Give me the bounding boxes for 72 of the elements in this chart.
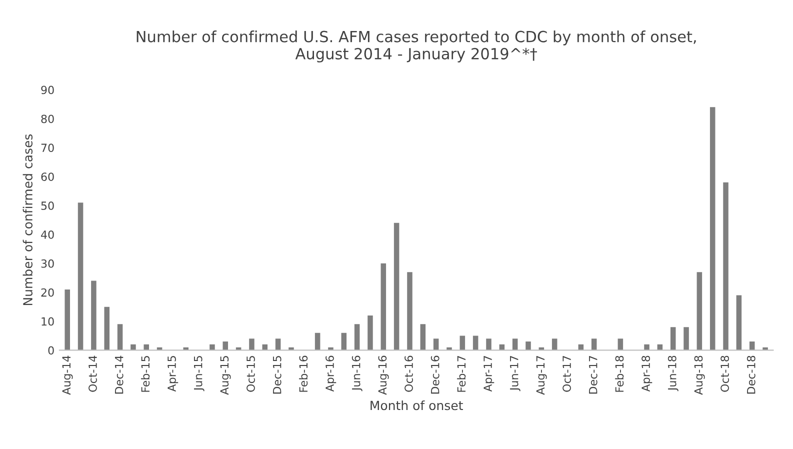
bar bbox=[684, 327, 689, 350]
x-tick-label: Aug-16 bbox=[378, 356, 389, 395]
bar bbox=[420, 324, 426, 350]
y-tick-label: 60 bbox=[41, 172, 54, 181]
chart-title: Number of confirmed U.S. AFM cases reported to CDC by month of onset, August 2014 - January 2019^*† bbox=[136, 30, 696, 62]
bar bbox=[552, 338, 558, 350]
y-tick-label: 10 bbox=[42, 317, 54, 326]
x-tick-label: Dec-18 bbox=[746, 356, 756, 394]
bar bbox=[710, 107, 716, 350]
x-tick-label: Dec-16 bbox=[430, 356, 440, 394]
x-tick-label: Aug-18 bbox=[694, 356, 705, 395]
x-tick-label: Jun-16 bbox=[352, 356, 362, 392]
bar bbox=[314, 332, 320, 350]
x-tick-label: Jun-15 bbox=[194, 356, 204, 392]
x-tick-label: Dec-15 bbox=[273, 356, 282, 394]
y-tick-label: 0 bbox=[48, 346, 54, 355]
bar bbox=[407, 272, 412, 350]
x-tick-label: Apr-15 bbox=[168, 356, 178, 392]
bar bbox=[526, 342, 531, 350]
y-tick-label: 90 bbox=[41, 86, 54, 94]
x-tick-label: Apr-16 bbox=[326, 356, 336, 392]
x-tick-label: Dec-17 bbox=[589, 356, 598, 394]
bar bbox=[394, 222, 400, 350]
y-tick-label: 40 bbox=[41, 230, 54, 239]
bar bbox=[275, 338, 281, 350]
x-axis-title: Month of onset bbox=[370, 400, 463, 410]
bar bbox=[354, 324, 360, 350]
x-tick-label: Aug-17 bbox=[536, 356, 547, 395]
x-tick-label: Feb-18 bbox=[615, 356, 624, 392]
bar bbox=[91, 280, 96, 350]
bar bbox=[144, 344, 150, 350]
x-tick-label: Aug-15 bbox=[220, 356, 231, 395]
bar bbox=[696, 272, 702, 350]
bar bbox=[341, 332, 347, 350]
bar bbox=[670, 327, 676, 350]
y-axis-title: Number of confirmed cases bbox=[22, 134, 32, 306]
x-tick-label: Apr-17 bbox=[484, 356, 494, 392]
bar bbox=[618, 338, 624, 350]
bar bbox=[64, 289, 70, 350]
x-tick-label: Dec-14 bbox=[115, 356, 124, 394]
y-tick-label: 50 bbox=[41, 202, 54, 210]
bar bbox=[249, 338, 254, 350]
x-tick-label: Aug-14 bbox=[62, 356, 73, 395]
x-tick-label: Feb-15 bbox=[141, 356, 150, 392]
bar bbox=[117, 324, 123, 350]
bar bbox=[736, 295, 742, 350]
x-tick-label: Oct-14 bbox=[88, 356, 97, 392]
bar bbox=[591, 338, 597, 350]
bar bbox=[78, 202, 84, 350]
bar bbox=[368, 315, 373, 350]
x-tick-label: Oct-18 bbox=[720, 356, 729, 392]
x-tick-label: Jun-17 bbox=[510, 356, 520, 392]
bar bbox=[130, 344, 136, 350]
y-tick-label: 70 bbox=[41, 144, 54, 152]
y-tick-label: 80 bbox=[41, 114, 54, 124]
y-tick-label: 30 bbox=[41, 259, 54, 268]
x-tick-label: Oct-15 bbox=[246, 356, 255, 392]
y-tick-label: 20 bbox=[41, 288, 54, 297]
bar bbox=[433, 338, 439, 350]
bar bbox=[644, 344, 650, 350]
bar bbox=[104, 306, 110, 350]
x-tick-label: Feb-17 bbox=[457, 356, 466, 392]
bar bbox=[723, 182, 728, 350]
x-tick-label: Feb-16 bbox=[299, 356, 308, 392]
x-tick-label: Oct-16 bbox=[404, 356, 413, 392]
x-tick-label: Oct-17 bbox=[562, 356, 571, 392]
bar bbox=[210, 344, 215, 350]
bar bbox=[380, 263, 386, 350]
bar bbox=[486, 338, 492, 350]
x-tick-label: Jun-18 bbox=[668, 356, 678, 392]
x-tick-label: Apr-18 bbox=[642, 356, 652, 392]
bar bbox=[512, 338, 518, 350]
